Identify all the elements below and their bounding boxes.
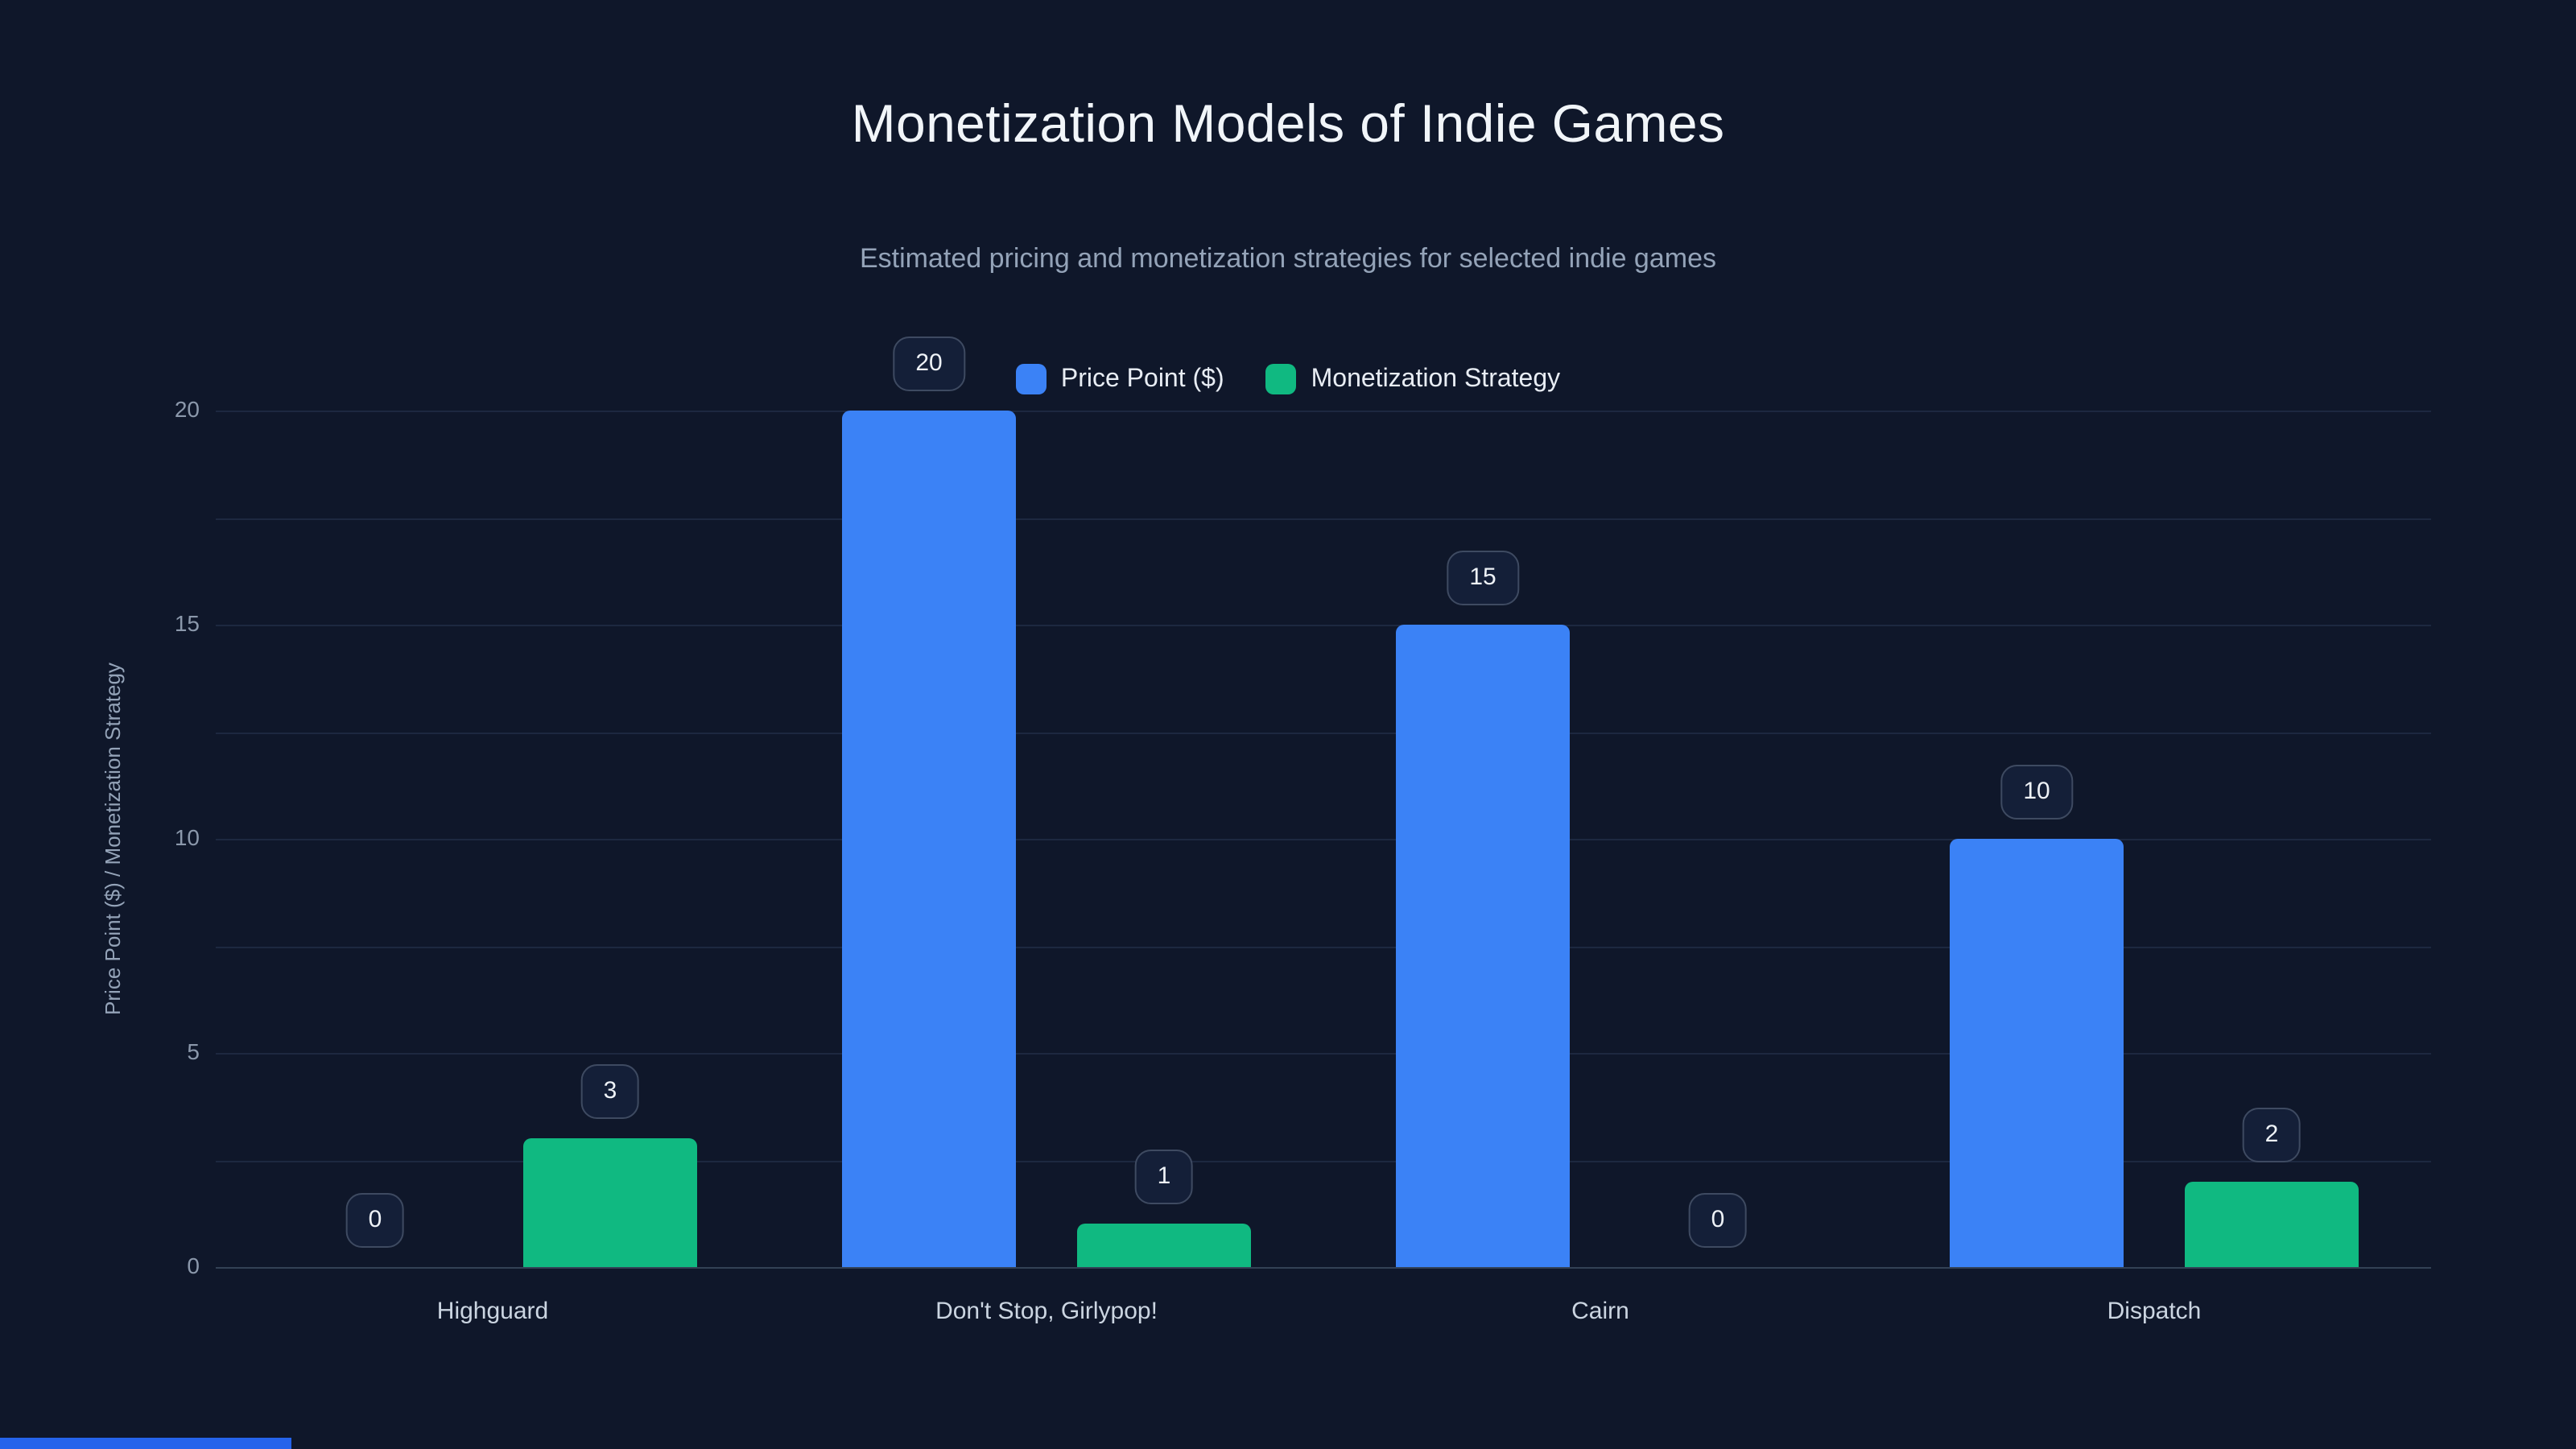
data-label-badge: 10 — [2000, 765, 2073, 819]
data-label-badge: 1 — [1134, 1150, 1194, 1205]
y-tick-label: 0 — [187, 1253, 200, 1278]
legend-swatch-icon — [1015, 364, 1046, 394]
plot-area: 0 3 20 1 15 0 10 2 — [216, 336, 2431, 1269]
gridline — [216, 518, 2431, 519]
y-tick-label: 15 — [174, 610, 200, 636]
data-label-badge: 0 — [345, 1193, 405, 1248]
y-tick-label: 10 — [174, 824, 200, 850]
gridline — [216, 1053, 2431, 1055]
bar-price-point[interactable] — [1396, 625, 1570, 1267]
legend: Price Point ($) Monetization Strategy — [0, 364, 2576, 394]
gridline — [216, 732, 2431, 733]
chart-subtitle: Estimated pricing and monetization strat… — [859, 243, 1716, 274]
bar-monetization-strategy[interactable] — [523, 1138, 697, 1267]
bar-monetization-strategy[interactable] — [1077, 1224, 1251, 1267]
gridline — [216, 839, 2431, 840]
data-label-badge: 0 — [1688, 1193, 1748, 1248]
legend-swatch-icon — [1265, 364, 1297, 394]
chart-title: Monetization Models of Indie Games — [851, 93, 1725, 153]
legend-label: Price Point ($) — [1060, 365, 1224, 392]
data-label-badge: 2 — [2242, 1107, 2301, 1162]
gridline — [216, 411, 2431, 412]
legend-item-price-point[interactable]: Price Point ($) — [1015, 364, 1224, 394]
x-axis-category-label: Dispatch — [2107, 1298, 2202, 1325]
data-label-badge: 20 — [893, 336, 965, 391]
x-axis-category-label: Highguard — [436, 1298, 549, 1325]
gridline — [216, 946, 2431, 947]
y-tick-label: 5 — [187, 1038, 200, 1064]
gridline — [216, 1160, 2431, 1162]
data-label-badge: 3 — [580, 1064, 640, 1120]
legend-label: Monetization Strategy — [1311, 365, 1561, 392]
bar-monetization-strategy[interactable] — [2185, 1181, 2359, 1267]
gridline — [216, 625, 2431, 626]
x-axis-baseline — [216, 1267, 2431, 1269]
y-tick-label: 20 — [174, 396, 200, 422]
x-axis-category-label: Don't Stop, Girlypop! — [935, 1298, 1158, 1325]
x-axis-category-label: Cairn — [1571, 1298, 1629, 1325]
data-label-badge: 15 — [1447, 551, 1519, 605]
bar-price-point[interactable] — [1950, 839, 2124, 1267]
bottom-left-accent-bar — [0, 1438, 291, 1449]
legend-item-monetization-strategy[interactable]: Monetization Strategy — [1265, 364, 1561, 394]
bar-price-point[interactable] — [842, 411, 1016, 1267]
